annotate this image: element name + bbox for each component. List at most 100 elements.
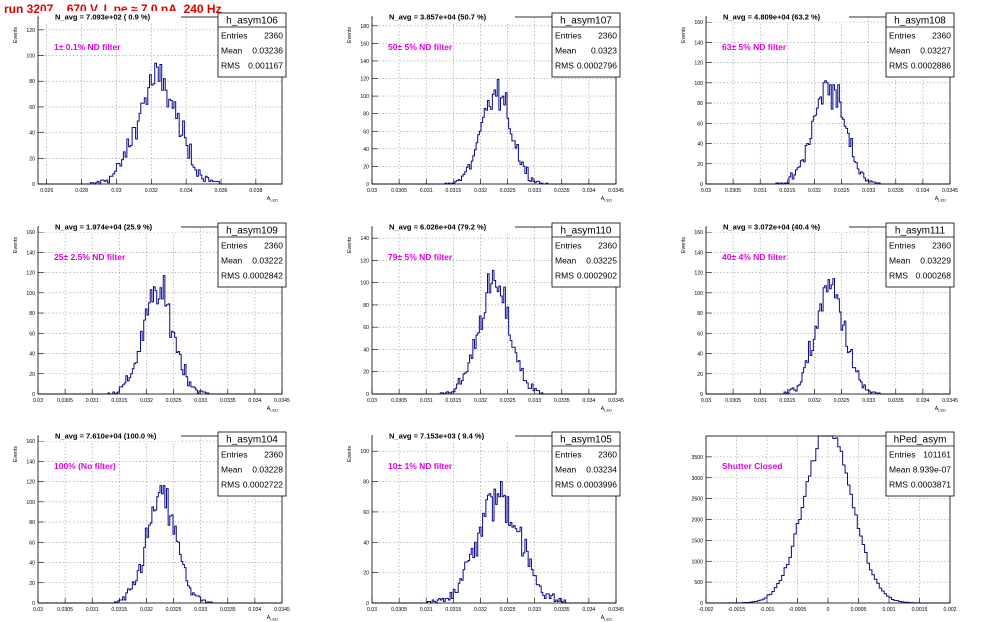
x-tick-label: 0.0345 xyxy=(274,398,290,404)
stats-label-rms: RMS xyxy=(889,271,908,281)
filter-annotation: Shutter Closed xyxy=(722,461,782,471)
y-tick-label: 0 xyxy=(32,392,35,398)
y-tick-label: 20 xyxy=(29,156,35,162)
stats-value-rms: 0.0003996 xyxy=(577,480,617,490)
stats-label-rms: RMS xyxy=(555,480,574,490)
histogram-name: h_asym104 xyxy=(226,435,278,446)
stats-label-entries: Entries xyxy=(221,241,247,251)
x-tick-label: 0.0015 xyxy=(912,607,928,613)
y-tick-label: 100 xyxy=(694,291,703,297)
n-avg-label: N_avg = 7.153e+03 ( 9.4 %) xyxy=(389,432,485,441)
x-axis-title: ALED xyxy=(601,196,612,203)
filter-annotation: 10± 1% ND filter xyxy=(388,461,453,471)
y-tick-label: 500 xyxy=(694,580,703,586)
x-tick-label: 0.031 xyxy=(420,188,433,194)
y-tick-label: 2500 xyxy=(691,497,703,503)
stats-label-mean: Mean xyxy=(555,46,577,56)
stats-value-mean: 0.03227 xyxy=(920,46,951,56)
x-tick-label: 0.034 xyxy=(582,188,595,194)
x-tick-label: 0.031 xyxy=(754,398,767,404)
stats-label-rms: RMS xyxy=(221,271,240,281)
y-tick-label: 140 xyxy=(360,59,369,65)
filter-annotation: 1± 0.1% ND filter xyxy=(54,42,121,52)
y-tick-label: 20 xyxy=(363,164,369,170)
y-tick-label: 3500 xyxy=(691,455,703,461)
y-tick-label: 0 xyxy=(32,601,35,607)
y-tick-label: 120 xyxy=(26,271,35,277)
y-tick-label: 60 xyxy=(29,331,35,337)
stats-value-entries: 2360 xyxy=(598,31,617,41)
x-tick-label: -0.001 xyxy=(760,607,775,613)
x-tick-label: 0.034 xyxy=(248,607,261,613)
x-tick-label: 0.0305 xyxy=(57,398,73,404)
x-axis-title: ALED xyxy=(935,196,946,203)
histogram-bars-h_asym107 xyxy=(372,78,616,185)
histogram-name: h_asym107 xyxy=(560,16,612,27)
x-tick-label: 0.0335 xyxy=(554,607,570,613)
y-tick-label: 80 xyxy=(363,112,369,118)
stats-label-entries: Entries xyxy=(889,241,915,251)
y-tick-label: 40 xyxy=(363,540,369,546)
stats-box: h_asym104 Entries 2360 Mean 0.03228 RMS 0.0002… xyxy=(217,431,287,497)
x-tick-label: 0 xyxy=(827,607,830,613)
y-tick-label: 80 xyxy=(697,101,703,107)
x-tick-label: 0.03 xyxy=(33,607,43,613)
y-tick-label: 40 xyxy=(697,352,703,358)
stats-value-mean: 0.03229 xyxy=(920,256,951,266)
y-tick-label: 1000 xyxy=(691,559,703,565)
y-tick-label: 140 xyxy=(360,236,369,242)
x-axis-title: ALED xyxy=(935,406,946,413)
stats-value-mean: 8.939e-07 xyxy=(913,465,952,475)
histogram-bars-h_asym110 xyxy=(372,269,616,395)
x-tick-label: 0.032 xyxy=(808,188,821,194)
y-axis-title: Events xyxy=(13,27,19,43)
stats-label-entries: Entries xyxy=(555,241,581,251)
y-tick-label: 0 xyxy=(366,392,369,398)
x-tick-label: 0.033 xyxy=(862,188,875,194)
y-tick-label: 100 xyxy=(26,500,35,506)
n-avg-label: N_avg = 3.857e+04 (50.7 %) xyxy=(389,13,487,22)
x-tick-label: 0.033 xyxy=(194,607,207,613)
n-avg-bg xyxy=(373,221,515,232)
y-tick-label: 120 xyxy=(26,28,35,34)
x-tick-label: 0.03 xyxy=(33,398,43,404)
filter-annotation: 63± 5% ND filter xyxy=(722,42,787,52)
y-tick-label: 120 xyxy=(694,271,703,277)
stats-box: h_asym109 Entries 2360 Mean 0.03222 RMS 0.0002… xyxy=(217,222,287,288)
x-tick-label: 0.03 xyxy=(367,607,377,613)
stats-box: h_asym105 Entries 2360 Mean 0.03234 RMS 0.0003… xyxy=(551,431,621,497)
y-tick-label: 60 xyxy=(363,129,369,135)
n-avg-bg xyxy=(707,221,849,232)
stats-value-entries: 2360 xyxy=(598,450,617,460)
filter-annotation: 40± 4% ND filter xyxy=(722,252,787,262)
y-tick-label: 0 xyxy=(700,182,703,188)
histogram-bars-h_asym104 xyxy=(38,485,282,604)
y-tick-label: 80 xyxy=(363,303,369,309)
stats-value-rms: 0.0002886 xyxy=(911,61,951,71)
n-avg-label: N_avg = 7.093e+02 ( 0.9 %) xyxy=(55,13,151,22)
stats-label-entries: Entries xyxy=(889,450,915,460)
y-tick-label: 80 xyxy=(29,79,35,85)
n-avg-bg xyxy=(373,11,515,22)
n-avg-label: N_avg = 4.809e+04 (63.2 %) xyxy=(723,13,821,22)
x-tick-label: 0.0335 xyxy=(220,398,236,404)
n-avg-bg xyxy=(707,11,849,22)
stats-label-rms: RMS xyxy=(221,61,240,71)
x-tick-label: 0.034 xyxy=(916,188,929,194)
y-tick-label: 80 xyxy=(363,480,369,486)
n-avg-label: N_avg = 7.610e+04 (100.0 %) xyxy=(55,432,157,441)
y-axis-title: Events xyxy=(347,237,353,253)
x-tick-label: 0.032 xyxy=(474,188,487,194)
histogram-panel-h_asym110: 0.03 0.0305 0.031 0.0315 0.032 0.0325 0.033 0.0… xyxy=(347,221,624,413)
x-tick-label: 0.0325 xyxy=(834,188,850,194)
histogram-name: h_asym108 xyxy=(894,16,946,27)
y-tick-label: 20 xyxy=(363,370,369,376)
x-tick-label: 0.033 xyxy=(862,398,875,404)
x-tick-label: 0.0325 xyxy=(500,607,516,613)
y-tick-label: 120 xyxy=(694,61,703,67)
y-axis-title: Events xyxy=(681,27,687,43)
x-tick-label: 0.033 xyxy=(528,607,541,613)
filter-annotation: 100% (No filter) xyxy=(54,461,116,471)
x-tick-label: 0.034 xyxy=(582,398,595,404)
stats-label-mean: Mean xyxy=(889,256,911,266)
